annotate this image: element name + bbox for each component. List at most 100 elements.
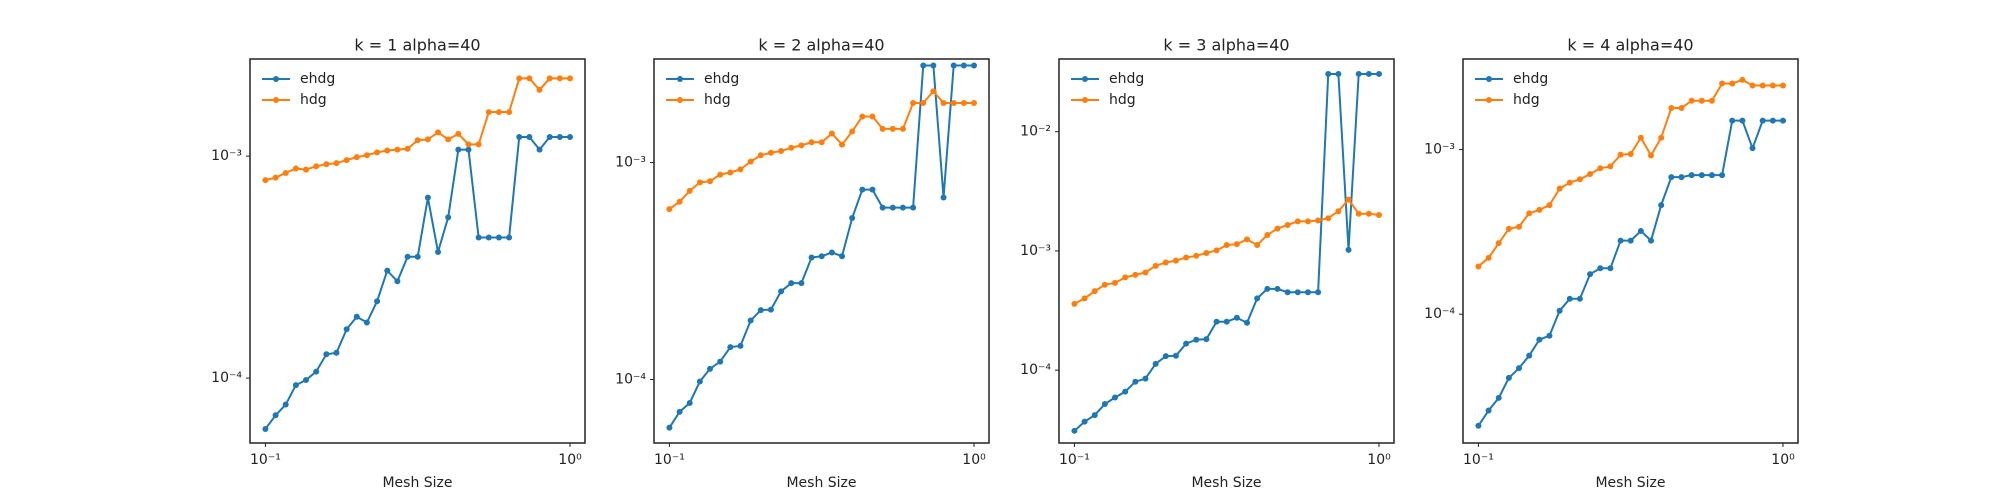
x-axis-label: Mesh Size: [1595, 475, 1665, 491]
data-point: [1132, 271, 1139, 278]
data-point: [556, 75, 563, 82]
legend-marker: [1486, 97, 1492, 103]
legend-label: hdg: [1109, 92, 1136, 108]
data-point: [435, 248, 442, 255]
data-point: [282, 401, 289, 408]
data-point: [717, 171, 724, 178]
data-point: [1505, 374, 1512, 381]
data-point: [1617, 237, 1624, 244]
data-point: [1223, 242, 1230, 249]
data-point: [1749, 82, 1756, 89]
data-point: [767, 306, 774, 313]
data-point: [1142, 375, 1149, 382]
data-point: [899, 204, 906, 211]
data-point: [1637, 134, 1644, 141]
data-point: [1698, 172, 1705, 179]
data-point: [1678, 174, 1685, 181]
data-point: [1355, 210, 1362, 217]
data-point: [506, 234, 513, 241]
legend-marker: [1082, 76, 1088, 82]
data-point: [1627, 237, 1634, 244]
data-point: [1315, 217, 1322, 224]
data-point: [506, 109, 513, 116]
y-tick-label: 10⁻²: [1020, 124, 1051, 140]
data-point: [424, 194, 431, 201]
data-point: [302, 377, 309, 384]
data-point: [262, 177, 269, 184]
data-point: [1566, 179, 1573, 186]
data-point: [1536, 206, 1543, 213]
data-point: [879, 125, 886, 132]
data-point: [1648, 152, 1655, 159]
data-point: [1152, 262, 1159, 269]
data-point: [343, 157, 350, 164]
x-tick-label: 10⁻¹: [654, 452, 685, 468]
data-point: [706, 178, 713, 185]
data-point: [1132, 378, 1139, 385]
data-point: [849, 128, 856, 135]
data-point: [1294, 218, 1301, 225]
data-point: [910, 100, 917, 107]
data-point: [1111, 394, 1118, 401]
data-point: [1345, 246, 1352, 253]
data-point: [546, 133, 553, 140]
data-point: [1759, 117, 1766, 124]
data-point: [1254, 295, 1261, 302]
data-point: [567, 75, 574, 82]
data-point: [556, 133, 563, 140]
x-tick-label: 10⁻¹: [250, 452, 281, 468]
plot-frame: [653, 58, 990, 444]
x-axis-label: Mesh Size: [382, 475, 452, 491]
data-point: [1111, 279, 1118, 286]
data-point: [1658, 202, 1665, 209]
data-point: [879, 204, 886, 211]
data-point: [930, 88, 937, 95]
data-point: [1172, 352, 1179, 359]
data-point: [445, 214, 452, 221]
data-point: [414, 137, 421, 144]
data-point: [333, 160, 340, 167]
data-point: [404, 253, 411, 260]
data-point: [465, 141, 472, 148]
data-point: [859, 186, 866, 193]
data-point: [1607, 265, 1614, 272]
data-point: [1688, 172, 1695, 179]
data-point: [696, 378, 703, 385]
data-point: [1475, 263, 1482, 270]
y-tick-label: 10⁻⁴: [1020, 362, 1051, 378]
data-point: [333, 349, 340, 356]
data-point: [1233, 314, 1240, 321]
data-point: [1101, 281, 1108, 288]
legend-label: ehdg: [1109, 71, 1144, 87]
data-point: [1335, 208, 1342, 215]
chart-title: k = 3 alpha=40: [1163, 36, 1289, 55]
data-point: [808, 254, 815, 261]
data-point: [778, 288, 785, 295]
data-point: [1526, 210, 1533, 217]
y-tick-label: 10⁻³: [211, 148, 242, 164]
data-point: [526, 133, 533, 140]
data-point: [1739, 76, 1746, 83]
data-point: [706, 365, 713, 372]
data-point: [1142, 269, 1149, 276]
legend-marker: [677, 97, 683, 103]
y-tick-label: 10⁻³: [1020, 243, 1051, 259]
data-point: [1162, 353, 1169, 360]
data-point: [536, 86, 543, 93]
legend-marker: [273, 76, 279, 82]
data-point: [788, 144, 795, 151]
data-point: [475, 234, 482, 241]
data-point: [374, 298, 381, 305]
data-point: [960, 100, 967, 107]
data-point: [1587, 171, 1594, 178]
data-point: [282, 169, 289, 176]
chart-title: k = 1 alpha=40: [354, 36, 480, 55]
data-point: [910, 204, 917, 211]
plot-frame: [249, 58, 586, 444]
data-point: [272, 174, 279, 181]
data-point: [1566, 295, 1573, 302]
data-point: [1576, 295, 1583, 302]
data-point: [384, 147, 391, 154]
data-point: [1071, 427, 1078, 434]
